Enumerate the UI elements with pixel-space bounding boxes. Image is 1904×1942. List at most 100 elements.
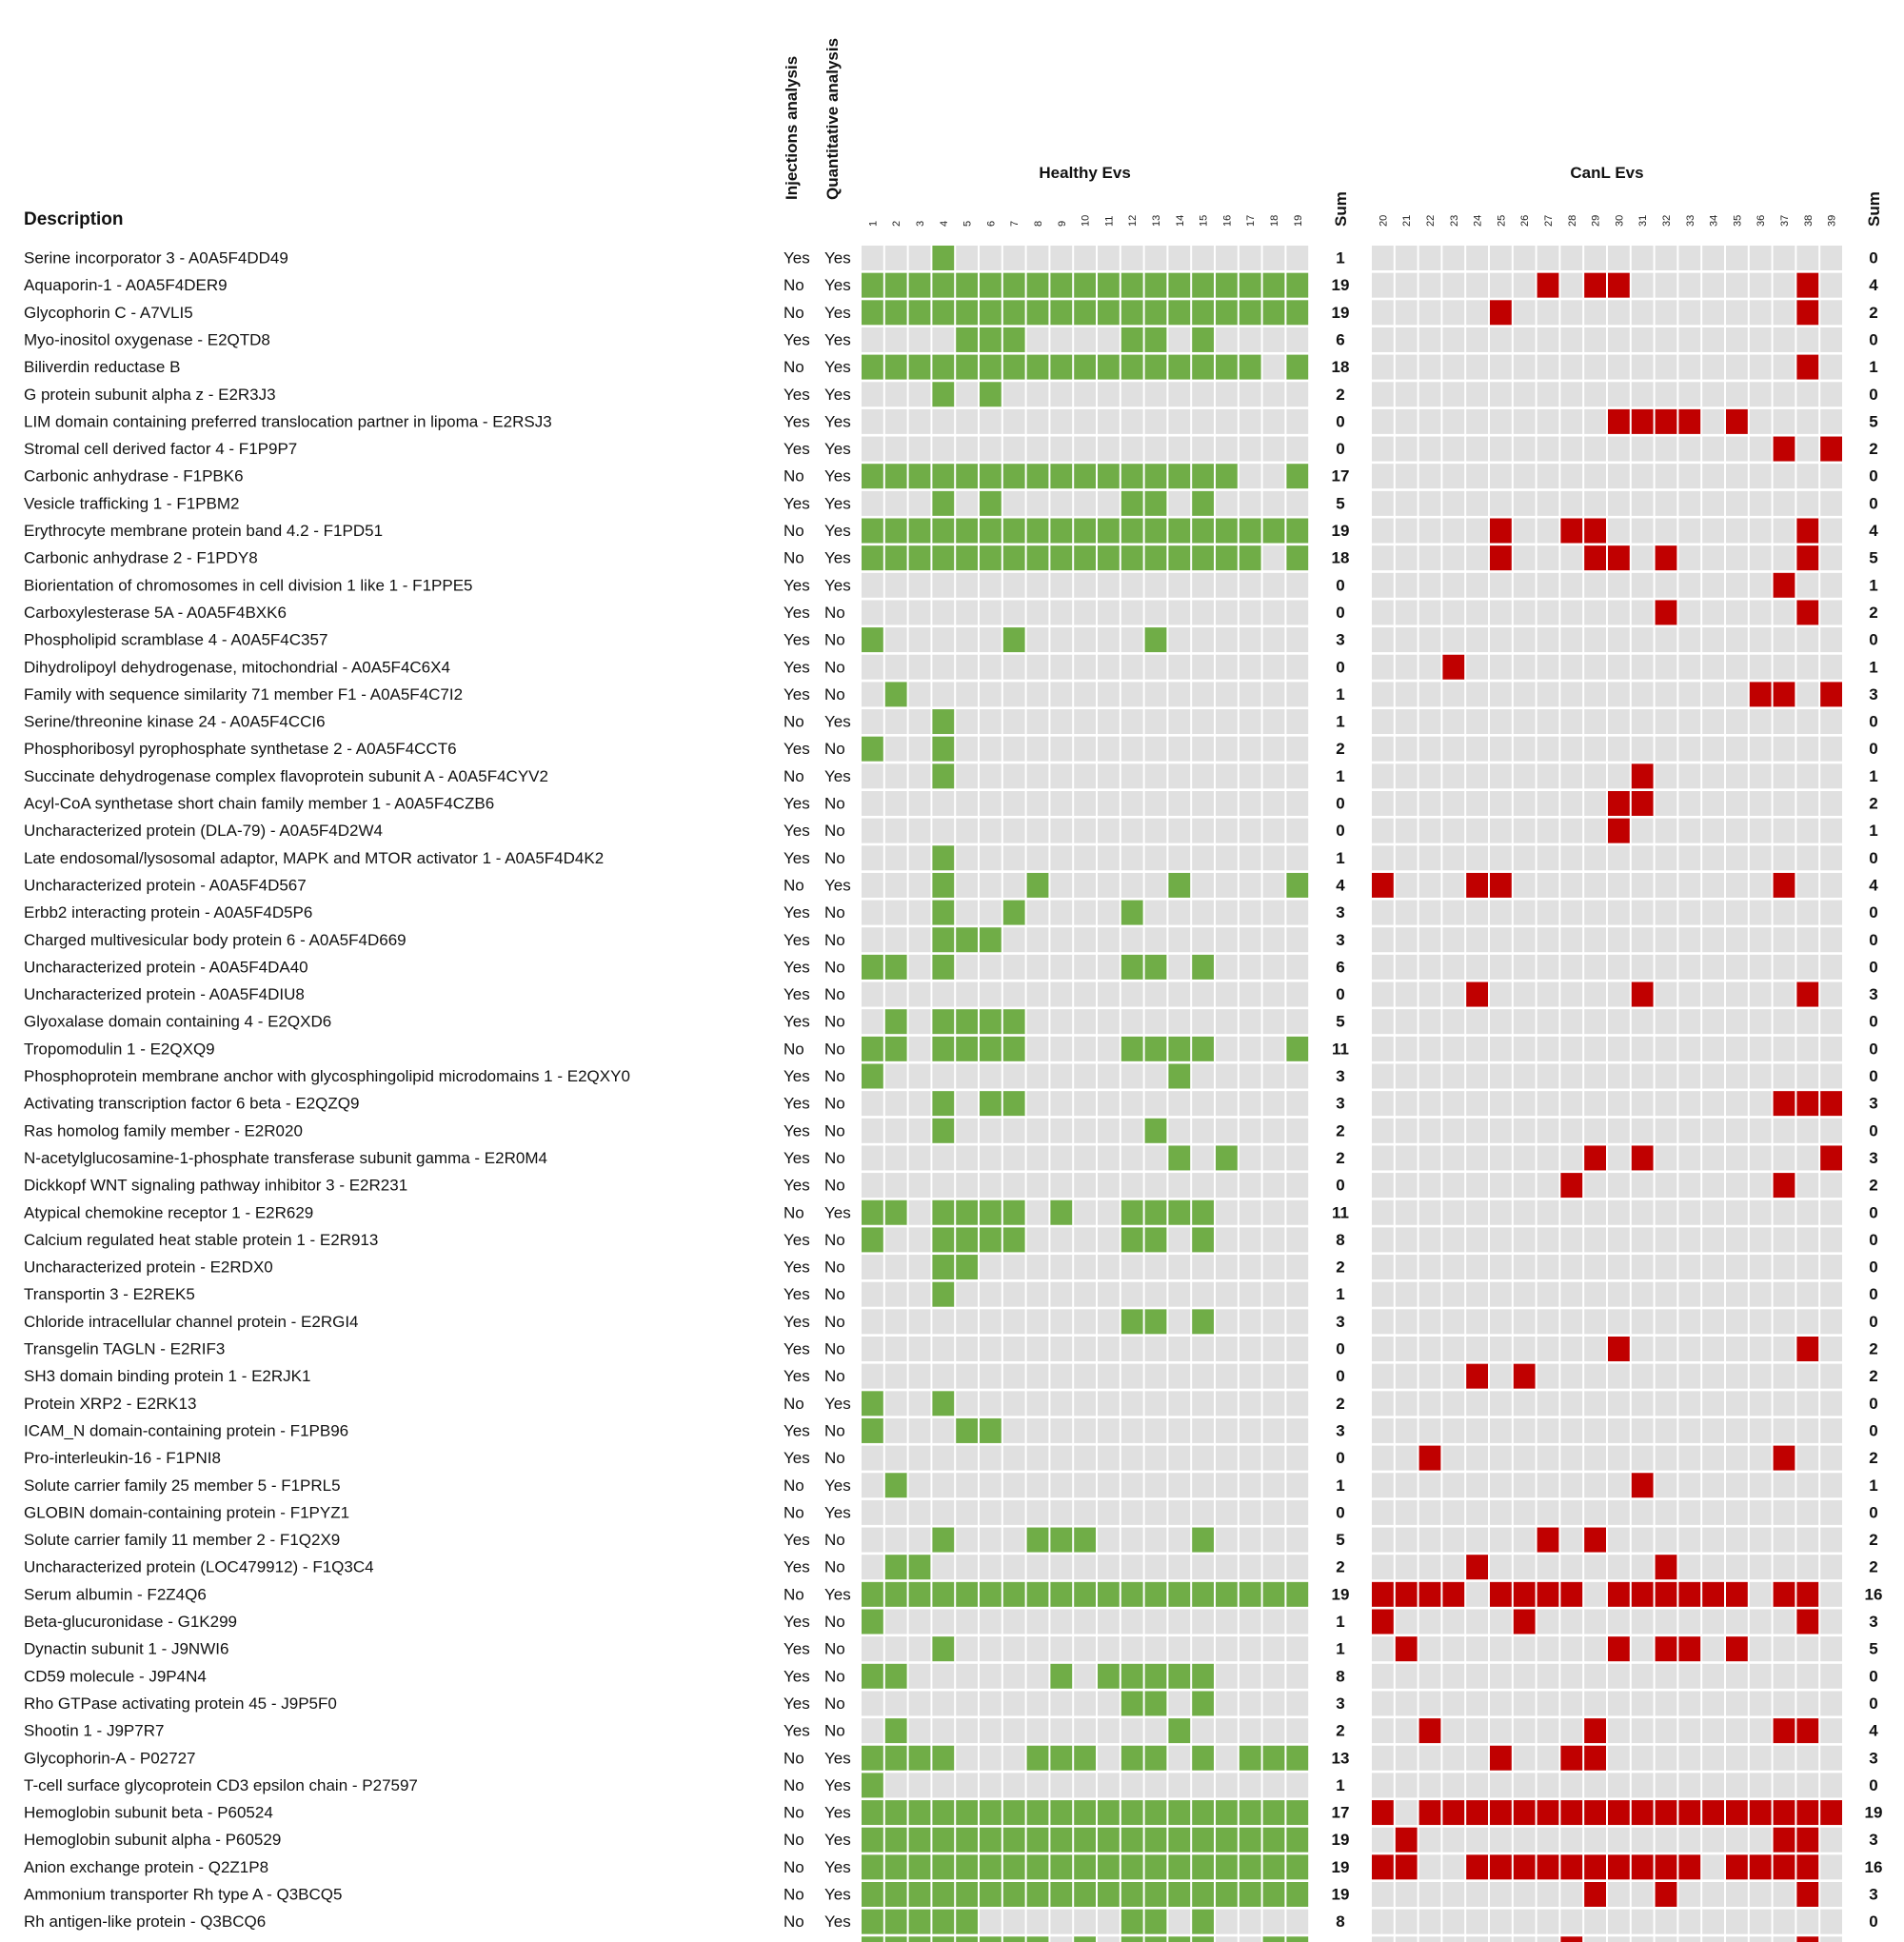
cell-empty bbox=[1262, 1663, 1285, 1689]
cell-empty bbox=[1239, 1909, 1261, 1934]
cell-present-canl bbox=[1655, 1636, 1677, 1662]
cell-empty bbox=[1820, 1363, 1842, 1389]
cell-empty bbox=[1608, 354, 1630, 380]
cell-empty bbox=[1121, 1718, 1143, 1744]
cell-empty bbox=[1655, 1527, 1677, 1553]
cell-empty bbox=[884, 627, 907, 653]
cell-empty bbox=[1372, 1773, 1394, 1798]
cell-empty bbox=[1026, 1255, 1049, 1280]
cell-empty bbox=[1820, 1199, 1842, 1225]
cell-empty bbox=[1026, 818, 1049, 843]
cell-present-canl bbox=[1773, 1718, 1795, 1744]
cell-empty bbox=[1726, 464, 1748, 489]
cell-empty bbox=[1796, 1363, 1819, 1389]
cell-empty bbox=[1050, 682, 1073, 707]
sum-canl: 0 bbox=[1869, 1912, 1877, 1931]
cell-empty bbox=[1098, 1009, 1120, 1035]
cell-present-healthy bbox=[1144, 1199, 1167, 1225]
injections-value: No bbox=[783, 1940, 804, 1942]
cell-empty bbox=[1144, 1636, 1167, 1662]
cell-present-healthy bbox=[1026, 300, 1049, 326]
cell-empty bbox=[884, 1363, 907, 1389]
cell-empty bbox=[1372, 1555, 1394, 1580]
cell-empty bbox=[1726, 1827, 1748, 1853]
cell-empty bbox=[1002, 1145, 1025, 1171]
cell-empty bbox=[1796, 1118, 1819, 1143]
sum-healthy: 0 bbox=[1336, 658, 1344, 676]
cell-empty bbox=[1560, 408, 1583, 434]
cell-empty bbox=[1418, 545, 1441, 571]
cell-empty bbox=[1773, 1882, 1795, 1907]
cell-present-healthy bbox=[1286, 1827, 1309, 1853]
cell-empty bbox=[956, 845, 978, 871]
cell-empty bbox=[1372, 1636, 1394, 1662]
cell-empty bbox=[1262, 654, 1285, 680]
cell-empty bbox=[1608, 1936, 1630, 1942]
cell-empty bbox=[1395, 1145, 1418, 1171]
cell-empty bbox=[1144, 981, 1167, 1007]
cell-empty bbox=[1678, 1609, 1701, 1635]
cell-empty bbox=[1608, 709, 1630, 735]
cell-empty bbox=[1418, 1363, 1441, 1389]
cell-empty bbox=[1560, 709, 1583, 735]
cell-empty bbox=[1050, 1473, 1073, 1498]
sum-healthy: 2 bbox=[1336, 1258, 1344, 1277]
cell-empty bbox=[1631, 1391, 1654, 1417]
cell-empty bbox=[1395, 1281, 1418, 1307]
sum-healthy: 0 bbox=[1336, 985, 1344, 1003]
cell-empty bbox=[1466, 464, 1488, 489]
cell-empty bbox=[980, 1063, 1002, 1089]
cell-empty bbox=[1098, 1636, 1120, 1662]
column-number: 26 bbox=[1519, 215, 1531, 227]
cell-present-healthy bbox=[932, 927, 955, 953]
sum-healthy: 0 bbox=[1336, 795, 1344, 813]
cell-empty bbox=[1726, 600, 1748, 625]
cell-empty bbox=[1372, 1473, 1394, 1498]
row-label: Carbonic anhydrase - F1PBK6 bbox=[24, 467, 244, 486]
cell-empty bbox=[1584, 709, 1606, 735]
cell-empty bbox=[1395, 818, 1418, 843]
cell-empty bbox=[1655, 763, 1677, 789]
cell-empty bbox=[1773, 1745, 1795, 1771]
cell-present-healthy bbox=[1144, 490, 1167, 516]
cell-present-canl bbox=[1631, 1800, 1654, 1826]
cell-empty bbox=[1239, 408, 1261, 434]
cell-present-canl bbox=[1490, 545, 1512, 571]
cell-empty bbox=[1749, 872, 1772, 898]
cell-empty bbox=[1513, 682, 1536, 707]
cell-empty bbox=[1655, 1227, 1677, 1253]
cell-present-healthy bbox=[908, 1581, 931, 1607]
cell-empty bbox=[1466, 408, 1488, 434]
cell-empty bbox=[1560, 1363, 1583, 1389]
cell-empty bbox=[1372, 408, 1394, 434]
cell-empty bbox=[1655, 327, 1677, 352]
cell-empty bbox=[1192, 763, 1214, 789]
cell-empty bbox=[1216, 1036, 1238, 1061]
cell-empty bbox=[1773, 1337, 1795, 1361]
cell-empty bbox=[1216, 1691, 1238, 1716]
cell-present-healthy bbox=[1026, 1854, 1049, 1880]
cell-present-canl bbox=[1631, 1145, 1654, 1171]
cell-empty bbox=[1026, 1145, 1049, 1171]
cell-empty bbox=[1144, 1009, 1167, 1035]
cell-empty bbox=[1702, 818, 1724, 843]
cell-empty bbox=[1098, 1936, 1120, 1942]
cell-empty bbox=[1026, 1636, 1049, 1662]
cell-present-canl bbox=[1678, 1636, 1701, 1662]
row-label: Beta-glucuronidase - G1K299 bbox=[24, 1613, 237, 1631]
cell-empty bbox=[956, 1691, 978, 1716]
cell-present-healthy bbox=[980, 1854, 1002, 1880]
cell-empty bbox=[1513, 436, 1536, 462]
cell-empty bbox=[1702, 600, 1724, 625]
cell-empty bbox=[1002, 791, 1025, 816]
cell-empty bbox=[932, 1663, 955, 1689]
cell-empty bbox=[1372, 1281, 1394, 1307]
column-number: 36 bbox=[1755, 215, 1767, 227]
cell-empty bbox=[1262, 1309, 1285, 1335]
cell-empty bbox=[1372, 1009, 1394, 1035]
cell-empty bbox=[1608, 1173, 1630, 1199]
cell-empty bbox=[1002, 763, 1025, 789]
cell-empty bbox=[1098, 1281, 1120, 1307]
cell-empty bbox=[1098, 600, 1120, 625]
cell-empty bbox=[1168, 436, 1191, 462]
